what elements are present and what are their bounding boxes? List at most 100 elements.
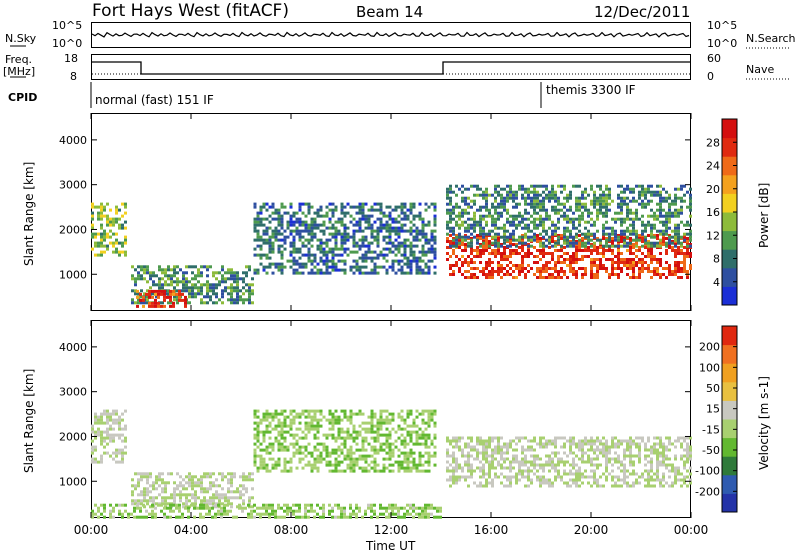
echo-cell	[152, 271, 155, 275]
echo-cell	[253, 223, 257, 227]
echo-cell	[464, 187, 467, 191]
echo-cell	[452, 457, 455, 461]
echo-cell	[506, 264, 509, 267]
echo-cell	[355, 412, 359, 416]
echo-cell	[230, 295, 233, 299]
echo-cell	[343, 223, 347, 227]
echo-cell	[602, 190, 605, 194]
echo-cell	[590, 261, 593, 264]
echo-cell	[163, 506, 166, 510]
echo-cell	[223, 512, 226, 516]
echo-cell	[587, 442, 590, 446]
echo-cell	[358, 238, 362, 242]
echo-cell	[370, 509, 373, 513]
echo-cell	[452, 460, 455, 464]
echo-cell	[334, 460, 338, 464]
echo-cell	[560, 270, 563, 273]
echo-cell	[286, 512, 289, 516]
echo-cell	[515, 267, 518, 270]
echo-cell	[355, 448, 359, 452]
echo-cell	[212, 496, 215, 500]
echo-cell	[230, 283, 233, 287]
echo-cell	[479, 237, 482, 240]
echo-cell	[251, 487, 254, 491]
echo-cell	[200, 283, 203, 287]
echo-cell	[176, 472, 179, 476]
echo-cell	[385, 226, 389, 230]
echo-cell	[253, 451, 257, 455]
echo-cell	[403, 205, 407, 209]
echo-cell	[572, 184, 575, 188]
echo-cell	[635, 481, 638, 485]
echo-cell	[94, 253, 97, 257]
echo-cell	[581, 481, 584, 485]
echo-cell	[328, 208, 332, 212]
echo-cell	[268, 415, 272, 419]
echo-cell	[593, 481, 596, 485]
echo-cell	[328, 451, 332, 455]
echo-cell	[289, 457, 293, 461]
echo-cell	[334, 436, 338, 440]
echo-cell	[289, 466, 293, 470]
echo-cell	[337, 506, 340, 510]
echo-cell	[641, 205, 644, 209]
echo-cell	[310, 271, 314, 275]
echo-cell	[227, 472, 230, 476]
echo-cell	[313, 466, 317, 470]
echo-cell	[259, 220, 263, 224]
echo-cell	[572, 463, 575, 467]
echo-cell	[545, 270, 548, 273]
echo-cell	[497, 475, 500, 479]
echo-cell	[587, 235, 590, 239]
echo-cell	[349, 412, 353, 416]
echo-cell	[337, 427, 341, 431]
echo-cell	[415, 433, 419, 437]
echo-cell	[653, 273, 656, 276]
echo-cell	[191, 475, 194, 479]
echo-cell	[178, 298, 181, 302]
echo-cell	[521, 451, 524, 455]
echo-cell	[112, 217, 115, 221]
echo-cell	[433, 424, 437, 428]
echo-cell	[518, 463, 521, 467]
echo-cell	[191, 295, 194, 299]
echo-cell	[388, 448, 392, 452]
echo-cell	[97, 214, 100, 218]
colorbar-segment	[722, 174, 737, 194]
echo-cell	[97, 515, 100, 519]
echo-cell	[352, 439, 356, 443]
echo-cell	[617, 454, 620, 458]
echo-cell	[572, 267, 575, 270]
echo-cell	[415, 512, 418, 516]
echo-cell	[572, 235, 575, 239]
echo-cell	[313, 415, 317, 419]
echo-cell	[397, 466, 401, 470]
echo-cell	[458, 445, 461, 449]
echo-cell	[632, 439, 635, 443]
echo-cell	[253, 442, 257, 446]
echo-cell	[536, 190, 539, 194]
echo-cell	[476, 466, 479, 470]
echo-cell	[376, 418, 380, 422]
echo-cell	[433, 220, 437, 224]
echo-cell	[415, 259, 419, 263]
echo-cell	[370, 232, 374, 236]
echo-cell	[464, 238, 467, 242]
echo-cell	[614, 475, 617, 479]
echo-cell	[482, 448, 485, 452]
echo-cell	[647, 190, 650, 194]
echo-cell	[635, 235, 638, 239]
echo-cell	[397, 515, 400, 519]
echo-cell	[467, 211, 470, 215]
echo-cell	[566, 484, 569, 488]
echo-cell	[452, 208, 455, 212]
echo-cell	[503, 223, 506, 227]
echo-cell	[467, 460, 470, 464]
echo-cell	[421, 469, 425, 473]
echo-cell	[418, 457, 422, 461]
echo-cell	[286, 503, 289, 507]
echo-cell	[412, 515, 415, 519]
echo-cell	[310, 409, 314, 413]
echo-cell	[352, 271, 356, 275]
echo-cell	[617, 243, 620, 246]
